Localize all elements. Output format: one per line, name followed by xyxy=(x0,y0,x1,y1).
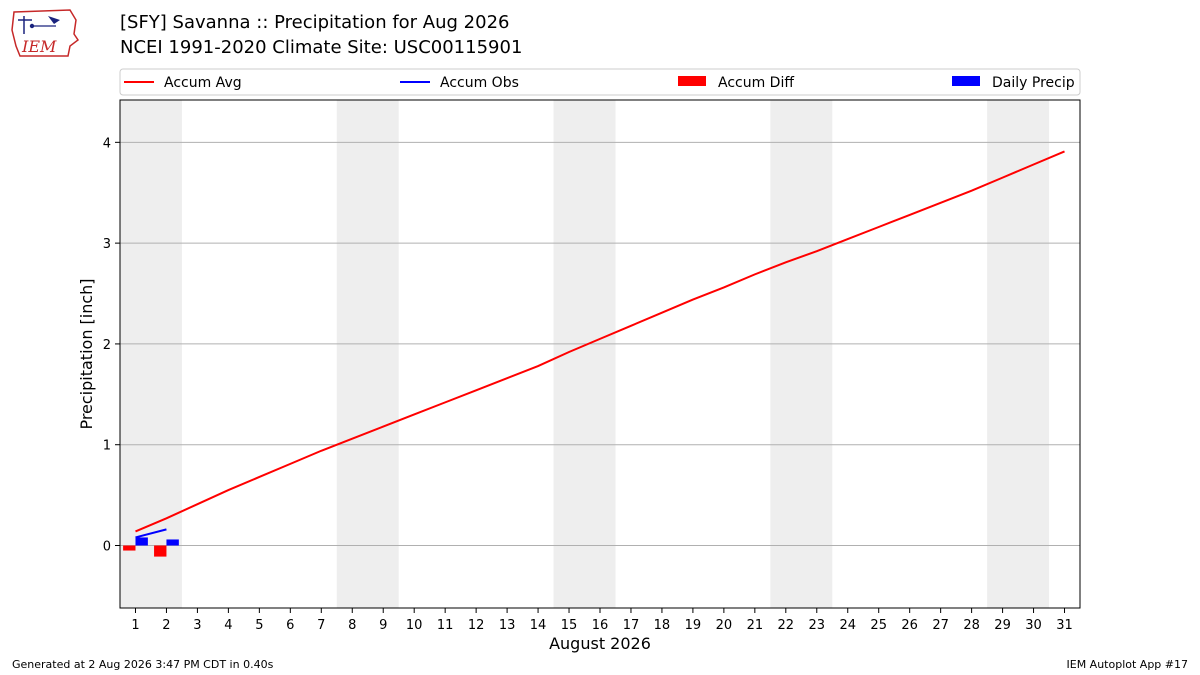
weekend-bands xyxy=(120,100,1050,608)
y-tick-label: 0 xyxy=(103,540,111,555)
x-tick-label: 8 xyxy=(348,618,356,633)
x-tick-label: 18 xyxy=(654,618,671,633)
y-tick-label: 3 xyxy=(103,237,111,252)
weekend-band xyxy=(770,100,833,608)
x-tick-label: 20 xyxy=(716,618,733,633)
gridlines xyxy=(120,141,1080,547)
x-tick-label: 9 xyxy=(379,618,387,633)
x-tick-label: 24 xyxy=(839,618,856,633)
x-tick-label: 30 xyxy=(1025,618,1042,633)
y-axis-label: Precipitation [inch] xyxy=(77,278,96,429)
accum-diff-bar xyxy=(123,545,136,551)
legend: Accum Avg Accum Obs Accum Diff Daily Precip xyxy=(119,68,1081,96)
accum-obs-line xyxy=(135,528,167,539)
y-axis-ticks: 0 1 2 3 4 xyxy=(103,136,120,555)
legend-box xyxy=(119,68,1081,96)
weekend-band xyxy=(987,100,1050,608)
x-tick-label: 7 xyxy=(317,618,325,633)
x-tick-label: 13 xyxy=(499,618,516,633)
x-tick-label: 15 xyxy=(561,618,578,633)
app-credit: IEM Autoplot App #17 xyxy=(1066,658,1189,671)
line-marks xyxy=(135,150,1065,539)
x-tick-label: 17 xyxy=(623,618,640,633)
x-tick-label: 22 xyxy=(778,618,795,633)
x-tick-label: 3 xyxy=(193,618,201,633)
legend-label: Accum Avg xyxy=(164,75,242,91)
y-tick-label: 1 xyxy=(103,439,111,454)
accum-avg-line xyxy=(135,150,1065,533)
legend-swatch xyxy=(952,76,980,86)
generated-timestamp: Generated at 2 Aug 2026 3:47 PM CDT in 0… xyxy=(12,658,274,671)
x-tick-label: 31 xyxy=(1056,618,1073,633)
iem-logo: IEM xyxy=(11,9,80,57)
legend-swatch xyxy=(678,76,706,86)
daily-precip-bar xyxy=(166,539,179,546)
x-tick-label: 5 xyxy=(255,618,263,633)
logo-text: IEM xyxy=(21,37,57,56)
legend-label: Accum Diff xyxy=(718,75,794,91)
legend-label: Daily Precip xyxy=(992,75,1075,91)
legend-label: Accum Obs xyxy=(440,75,519,91)
x-tick-label: 26 xyxy=(901,618,918,633)
x-tick-label: 2 xyxy=(162,618,170,633)
y-tick-label: 2 xyxy=(103,338,111,353)
chart-title: [SFY] Savanna :: Precipitation for Aug 2… xyxy=(120,12,510,33)
x-tick-label: 1 xyxy=(131,618,139,633)
x-tick-label: 16 xyxy=(592,618,609,633)
daily-precip-bar xyxy=(135,537,148,546)
x-tick-label: 10 xyxy=(406,618,423,633)
x-axis-ticks: 1 2 3 4 5 6 7 8 9 10 11 12 13 14 15 16 17 18 19 20 21 22 23 24 2… xyxy=(131,608,1073,633)
x-tick-label: 4 xyxy=(224,618,232,633)
x-tick-label: 21 xyxy=(747,618,764,633)
x-tick-label: 19 xyxy=(685,618,702,633)
x-tick-label: 25 xyxy=(870,618,887,633)
x-tick-label: 27 xyxy=(932,618,949,633)
x-tick-label: 12 xyxy=(468,618,485,633)
x-axis-label: August 2026 xyxy=(549,634,651,653)
x-tick-label: 14 xyxy=(530,618,547,633)
weekend-band xyxy=(120,100,182,608)
x-tick-label: 11 xyxy=(437,618,454,633)
y-tick-label: 4 xyxy=(103,136,111,151)
accum-diff-bar xyxy=(154,545,167,557)
chart-subtitle: NCEI 1991-2020 Climate Site: USC00115901 xyxy=(120,37,523,58)
bar-marks xyxy=(123,537,179,557)
x-tick-label: 23 xyxy=(809,618,826,633)
x-tick-label: 29 xyxy=(994,618,1011,633)
weekend-band xyxy=(336,100,399,608)
x-tick-label: 28 xyxy=(963,618,980,633)
x-tick-label: 6 xyxy=(286,618,294,633)
